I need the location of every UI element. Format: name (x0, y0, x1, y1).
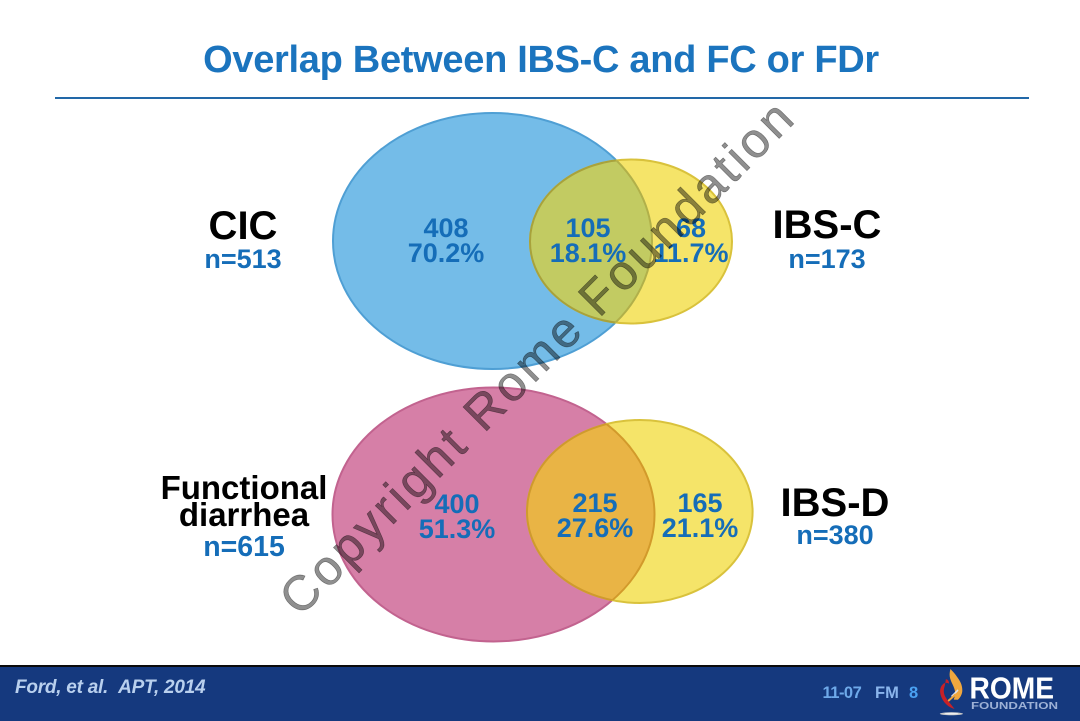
svg-text:FOUNDATION: FOUNDATION (971, 700, 1058, 712)
svg-text:ROME: ROME (970, 670, 1055, 705)
